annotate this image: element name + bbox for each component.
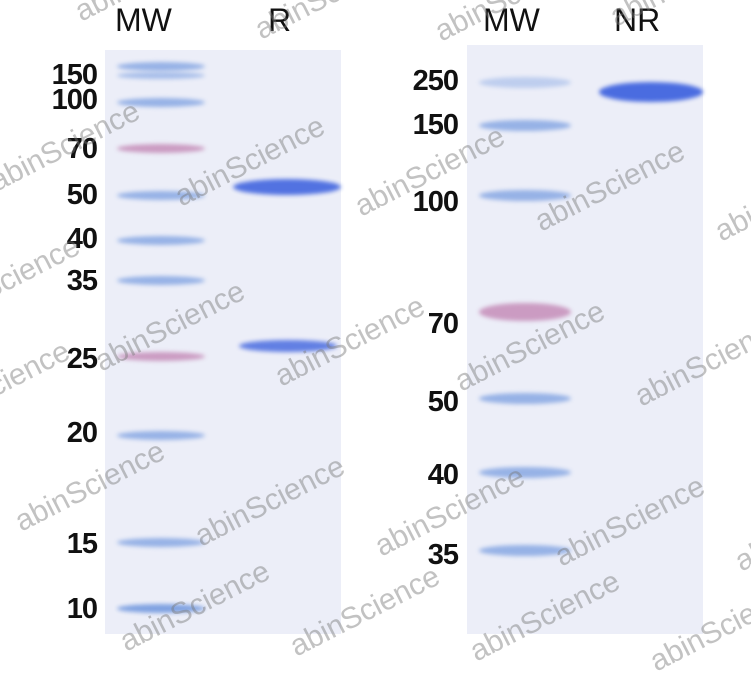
marker-label: 25 [66, 343, 98, 375]
marker-band [479, 190, 571, 201]
marker-label: 35 [66, 265, 98, 297]
marker-label: 50 [427, 386, 459, 418]
marker-band [479, 393, 571, 404]
marker-label: 100 [412, 186, 459, 218]
gel-right-panel [467, 45, 703, 634]
lane-header-nonreduced: NR [614, 2, 661, 38]
marker-band [117, 72, 205, 79]
lane-header-reduced: R [268, 2, 292, 38]
marker-band [117, 604, 205, 613]
lane-header-mw-right: MW [483, 2, 540, 38]
marker-band [117, 276, 205, 285]
marker-band [479, 120, 571, 131]
marker-label: 10 [66, 593, 98, 625]
lane-header-mw-left: MW [115, 2, 172, 38]
marker-label: 70 [66, 133, 98, 165]
watermark: abinScience [709, 144, 751, 249]
marker-label: 20 [66, 417, 98, 449]
marker-label: 100 [51, 84, 98, 116]
marker-band [117, 538, 205, 547]
sample-band [239, 340, 337, 352]
watermark: abinScience [729, 474, 751, 579]
gel-left-panel [105, 50, 341, 634]
marker-label: 40 [427, 459, 459, 491]
marker-band [117, 236, 205, 245]
marker-band [117, 431, 205, 440]
marker-band [117, 191, 205, 200]
marker-label: 15 [66, 528, 98, 560]
sample-band [233, 179, 341, 195]
marker-label: 40 [66, 223, 98, 255]
marker-band [117, 144, 205, 153]
marker-band [479, 303, 571, 321]
marker-label: 35 [427, 539, 459, 571]
marker-label: 150 [412, 109, 459, 141]
marker-band [479, 77, 571, 88]
sample-band [599, 82, 703, 102]
marker-band [479, 545, 571, 556]
marker-label: 150 [51, 59, 98, 91]
marker-band [479, 467, 571, 478]
marker-label: 250 [412, 65, 459, 97]
marker-band [117, 352, 205, 361]
marker-label: 70 [427, 308, 459, 340]
marker-band [117, 62, 205, 71]
marker-label: 50 [66, 179, 98, 211]
marker-band [117, 98, 205, 107]
